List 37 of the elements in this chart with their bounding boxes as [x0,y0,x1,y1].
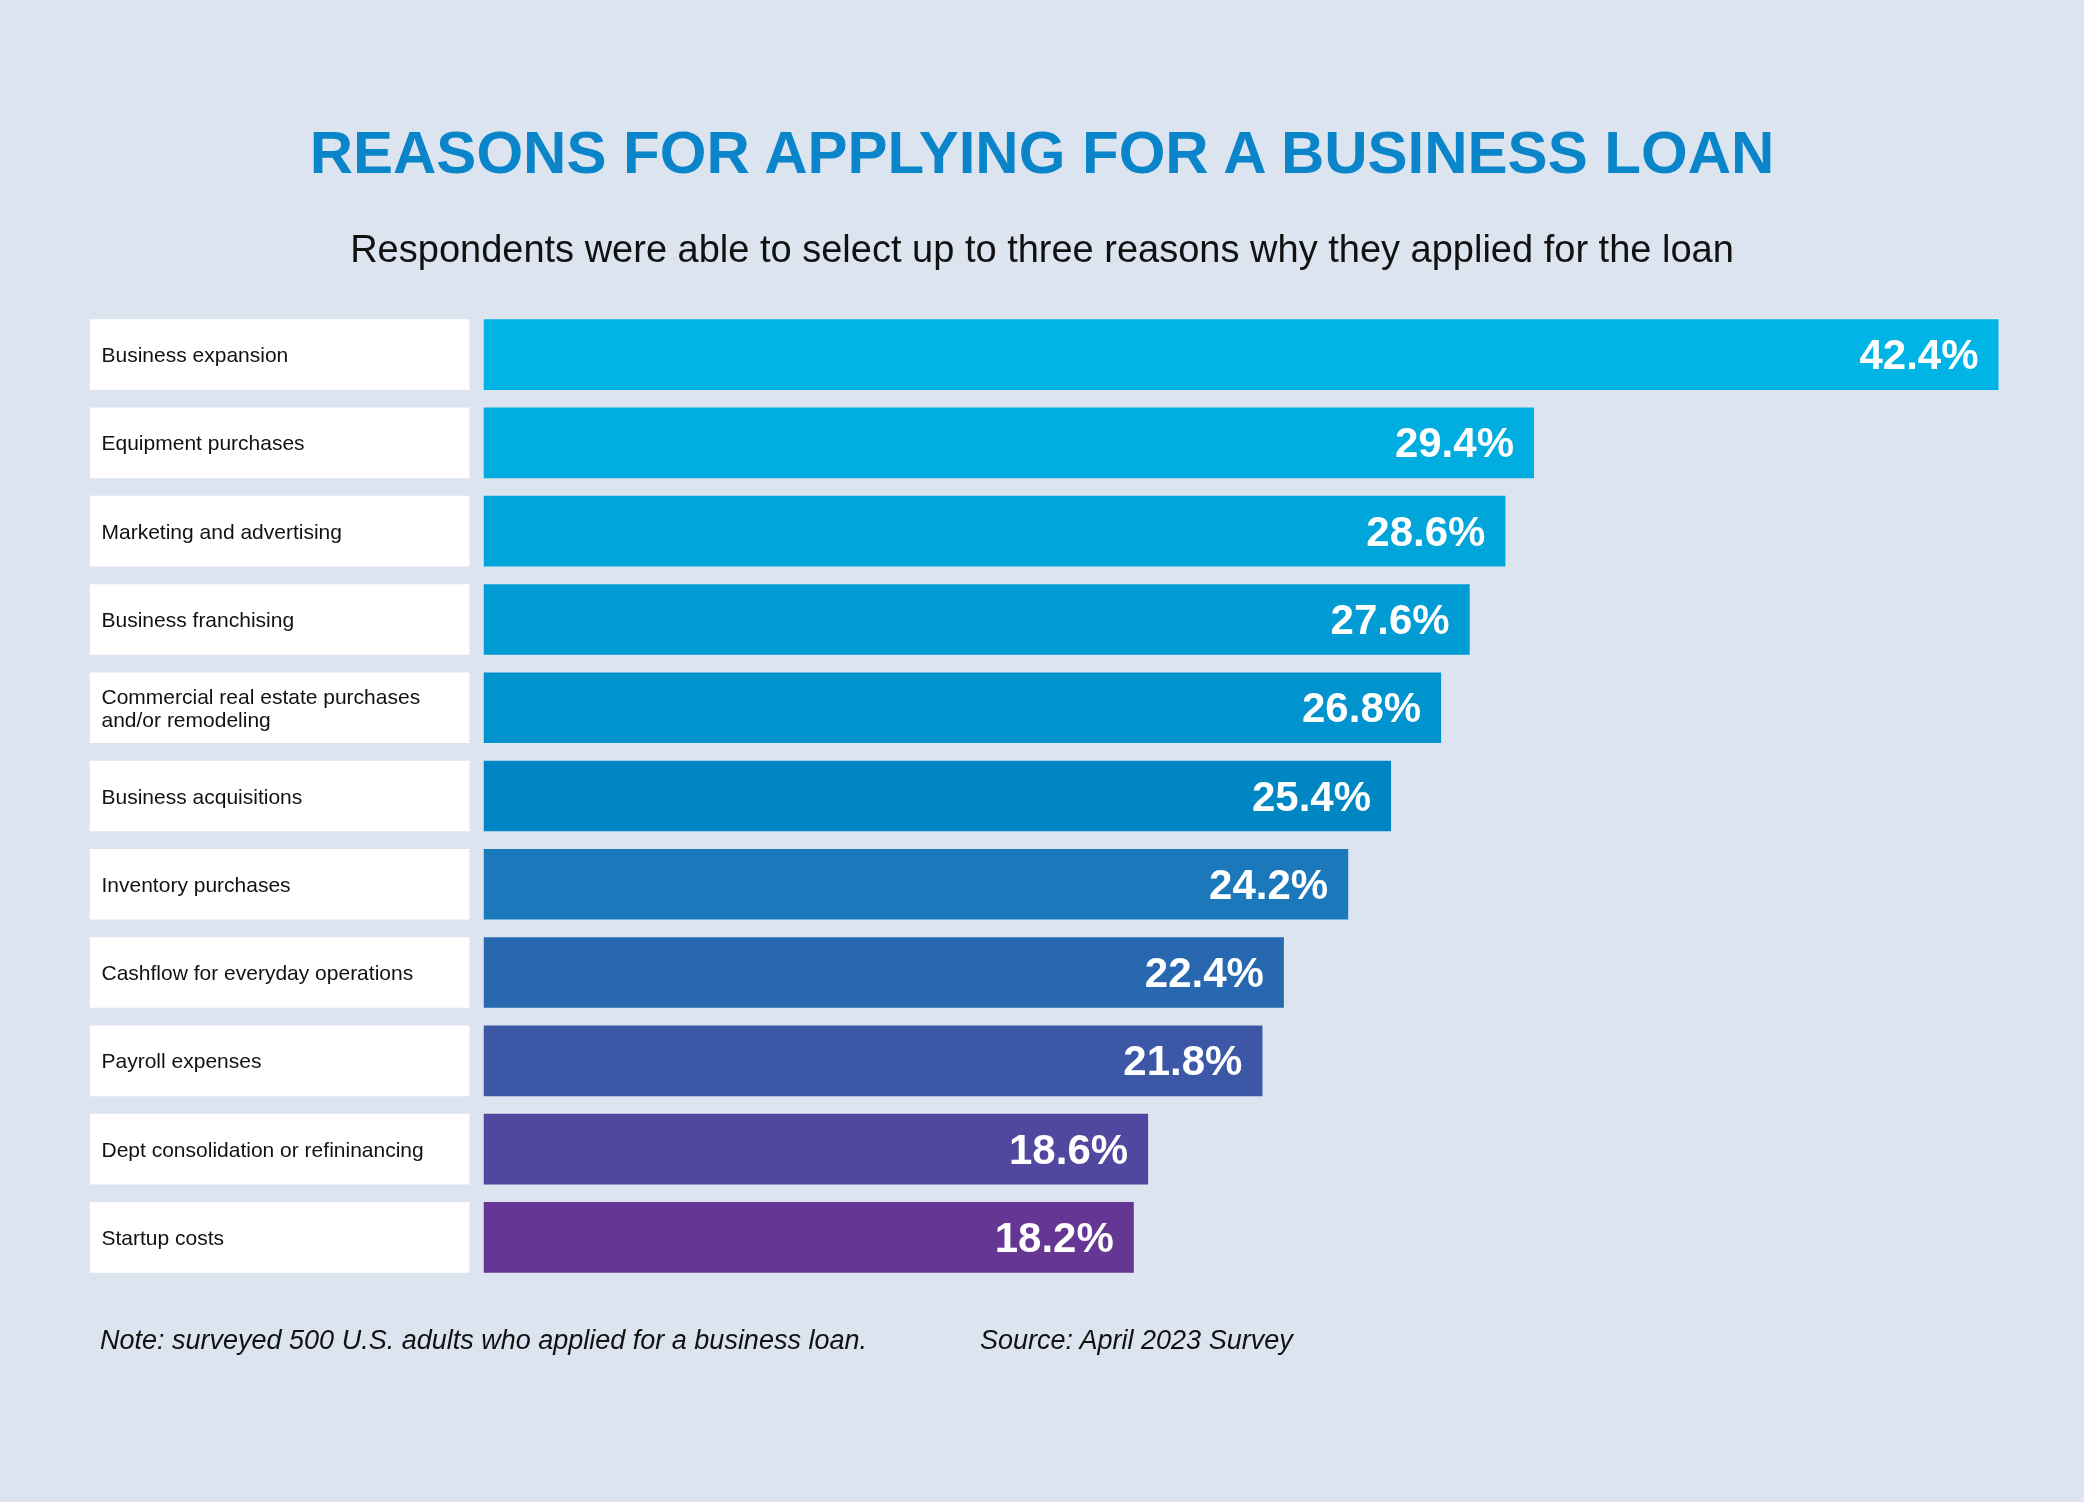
bar [483,407,1534,479]
source-note: Source: April 2023 Survey [980,1324,1293,1357]
y-tick-label: Business acquisitions [101,784,303,808]
y-tick-label: Payroll expenses [101,1049,262,1073]
bar [483,319,1999,390]
bar [483,848,1349,920]
y-tick-label: Business franchising [101,607,295,631]
data-label: 18.6% [1009,1125,1129,1173]
bar [483,1113,1149,1185]
data-label: 24.2% [1209,860,1329,908]
data-label: 29.4% [1394,419,1514,467]
data-label: 26.8% [1302,684,1422,732]
data-label: 28.6% [1366,507,1486,555]
bar [483,1025,1263,1097]
data-label: 25.4% [1251,772,1372,820]
bar [483,937,1284,1008]
y-tick-label: Cashflow for everyday operations [101,961,414,985]
bar [483,672,1442,744]
chart-title: REASONS FOR APPLYING FOR A BUSINESS LOAN [309,118,1775,188]
bar [483,1202,1134,1273]
y-tick-label: Marketing and advertising [101,519,342,543]
bar [483,495,1506,567]
y-tick-label: Dept consolidation or refininancing [101,1137,424,1161]
data-label: 42.4% [1859,331,1979,379]
y-tick-label: Startup costs [101,1225,225,1249]
data-label: 22.4% [1144,949,1264,997]
data-label: 21.8% [1123,1037,1243,1085]
y-tick-label: Equipment purchases [101,431,305,455]
bar [483,760,1392,832]
y-tick-label: Inventory purchases [101,872,291,896]
chart-subtitle: Respondents were able to select up to three reasons why they applied for the loan [350,227,1734,272]
data-label: 27.6% [1330,595,1450,643]
y-tick-label: Business expansion [101,343,289,367]
data-label: 18.2% [994,1213,1114,1261]
text: Note: surveyed 500 U.S. adults who applied for a business loan. [100,1324,867,1357]
y-tick-label: Commercial real estate purchases and/or remodeling [101,684,421,731]
bar [483,584,1470,655]
